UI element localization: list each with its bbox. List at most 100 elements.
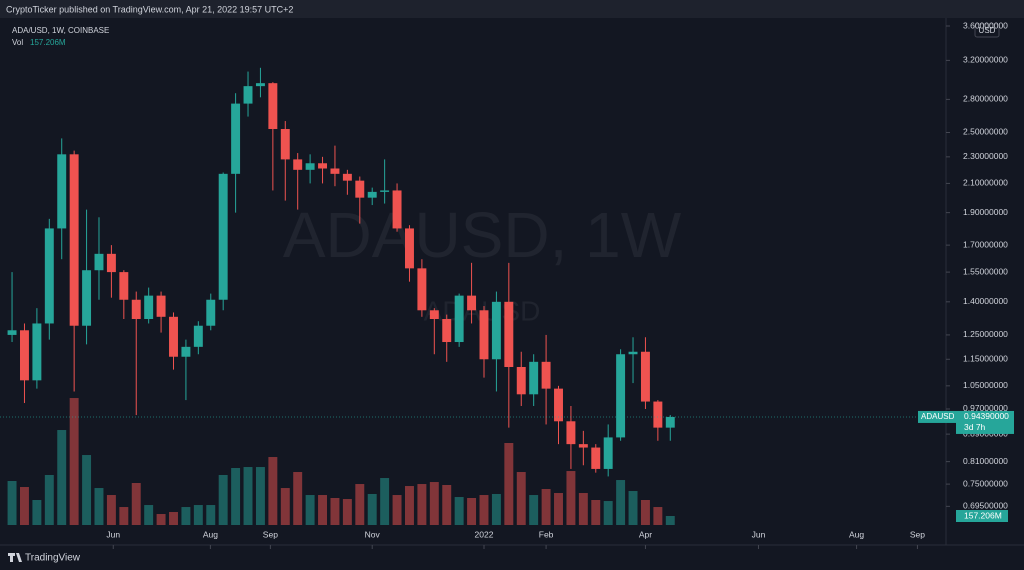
x-tick-label: Jun	[752, 529, 766, 539]
candle-body	[293, 159, 303, 170]
footer-logo	[8, 553, 22, 562]
y-tick-label: 1.90000000	[963, 207, 1008, 217]
candle-body	[653, 401, 663, 428]
volume-badge	[956, 510, 1008, 523]
candle-body	[367, 191, 377, 198]
candle-body	[616, 354, 626, 438]
candle-body	[181, 346, 191, 357]
volume-bar	[94, 488, 104, 525]
candle-body	[57, 154, 67, 229]
candle-body	[628, 351, 638, 355]
x-tick-label: Aug	[203, 529, 218, 539]
candle-body	[566, 421, 576, 445]
volume-bar	[305, 495, 315, 525]
y-tick-label: 2.30000000	[963, 151, 1008, 161]
footer: TradingView	[0, 546, 1024, 570]
x-tick-label: Sep	[910, 529, 925, 539]
volume-bar	[44, 474, 54, 525]
volume-bar	[131, 482, 141, 525]
volume-bar	[255, 467, 265, 525]
volume-bar	[529, 495, 539, 525]
y-tick-label: 1.70000000	[963, 239, 1008, 249]
volume-bar	[578, 493, 588, 525]
candle-body	[342, 173, 352, 181]
volume-bar	[454, 497, 464, 525]
footer-bar	[0, 546, 1024, 570]
candle-body	[665, 416, 675, 428]
volume-bar	[467, 497, 477, 525]
volume-bar	[566, 471, 576, 525]
currency-badge	[974, 23, 1000, 38]
x-tick-label: Nov	[365, 529, 381, 539]
price-name: ADAUSD	[921, 412, 955, 421]
y-tick-label: 3.60000000	[963, 20, 1008, 30]
candle-body	[243, 86, 253, 104]
header-bar	[0, 0, 1024, 18]
candle-body	[156, 295, 166, 317]
volume-bar	[603, 501, 613, 525]
candle-body	[603, 437, 613, 469]
candle-body	[231, 103, 241, 174]
volume-bar	[616, 480, 626, 525]
volume-bar	[82, 455, 92, 525]
y-tick-label: 0.75000000	[963, 478, 1008, 488]
volume-bar	[405, 486, 414, 525]
volume-legend-value: 157.206M	[30, 38, 66, 47]
volume-bar	[479, 495, 489, 525]
volume-bar	[268, 457, 278, 525]
candle-body	[454, 295, 464, 343]
candle-body	[193, 325, 203, 347]
x-tick-label: Sep	[263, 529, 278, 539]
volume-bar	[318, 495, 328, 525]
candle-body	[591, 447, 601, 469]
candle-body	[640, 351, 650, 402]
candle-body	[516, 366, 526, 395]
volume-bar	[156, 514, 166, 525]
volume-bar	[193, 505, 203, 525]
currency: USD	[979, 26, 996, 35]
volume-bar	[392, 495, 402, 525]
candle-body	[19, 330, 29, 381]
volume-bar	[19, 487, 29, 525]
y-tick-label: 1.05000000	[963, 380, 1008, 390]
y-tick-label: 0.69500000	[963, 501, 1008, 511]
candle-body	[318, 163, 328, 169]
candle-body	[392, 190, 402, 229]
candle-body	[305, 163, 315, 170]
symbol-legend: ADA/USD, 1W, COINBASE	[12, 26, 109, 35]
volume-bar	[231, 468, 241, 525]
volume-bar	[342, 499, 352, 525]
candle-body	[119, 272, 129, 300]
plot-area	[7, 67, 675, 525]
candle-body	[94, 253, 104, 271]
price-badge	[956, 410, 1014, 434]
countdown: 3d 7h	[964, 422, 986, 432]
candle-body	[479, 310, 489, 360]
y-tick-label: 0.81000000	[963, 456, 1008, 466]
y-tick-label: 2.50000000	[963, 127, 1008, 137]
volume-bar	[442, 485, 452, 525]
volume-bar	[169, 512, 178, 525]
volume-bar	[516, 472, 526, 525]
volume-bar	[554, 493, 563, 525]
volume-bar	[417, 484, 427, 525]
volume-bar	[429, 482, 439, 525]
candle-body	[7, 330, 17, 335]
volume-bar	[32, 499, 42, 525]
x-tick-label: Aug	[849, 529, 864, 539]
volume-bar	[181, 507, 191, 525]
volume-badge-label: 157.206M	[964, 510, 1002, 520]
x-tick-label: 2022	[475, 529, 494, 539]
price-name-badge	[918, 410, 956, 423]
candle-body	[106, 253, 116, 273]
candle-body	[491, 301, 501, 360]
last-price: 0.94390000	[964, 411, 1009, 421]
candle-body	[32, 323, 42, 381]
candle-body	[504, 301, 514, 367]
x-tick-label: Feb	[539, 529, 554, 539]
candle-body	[578, 444, 588, 448]
candle-body	[82, 270, 92, 326]
candle-body	[44, 228, 54, 324]
y-tick-label: 1.25000000	[963, 329, 1008, 339]
